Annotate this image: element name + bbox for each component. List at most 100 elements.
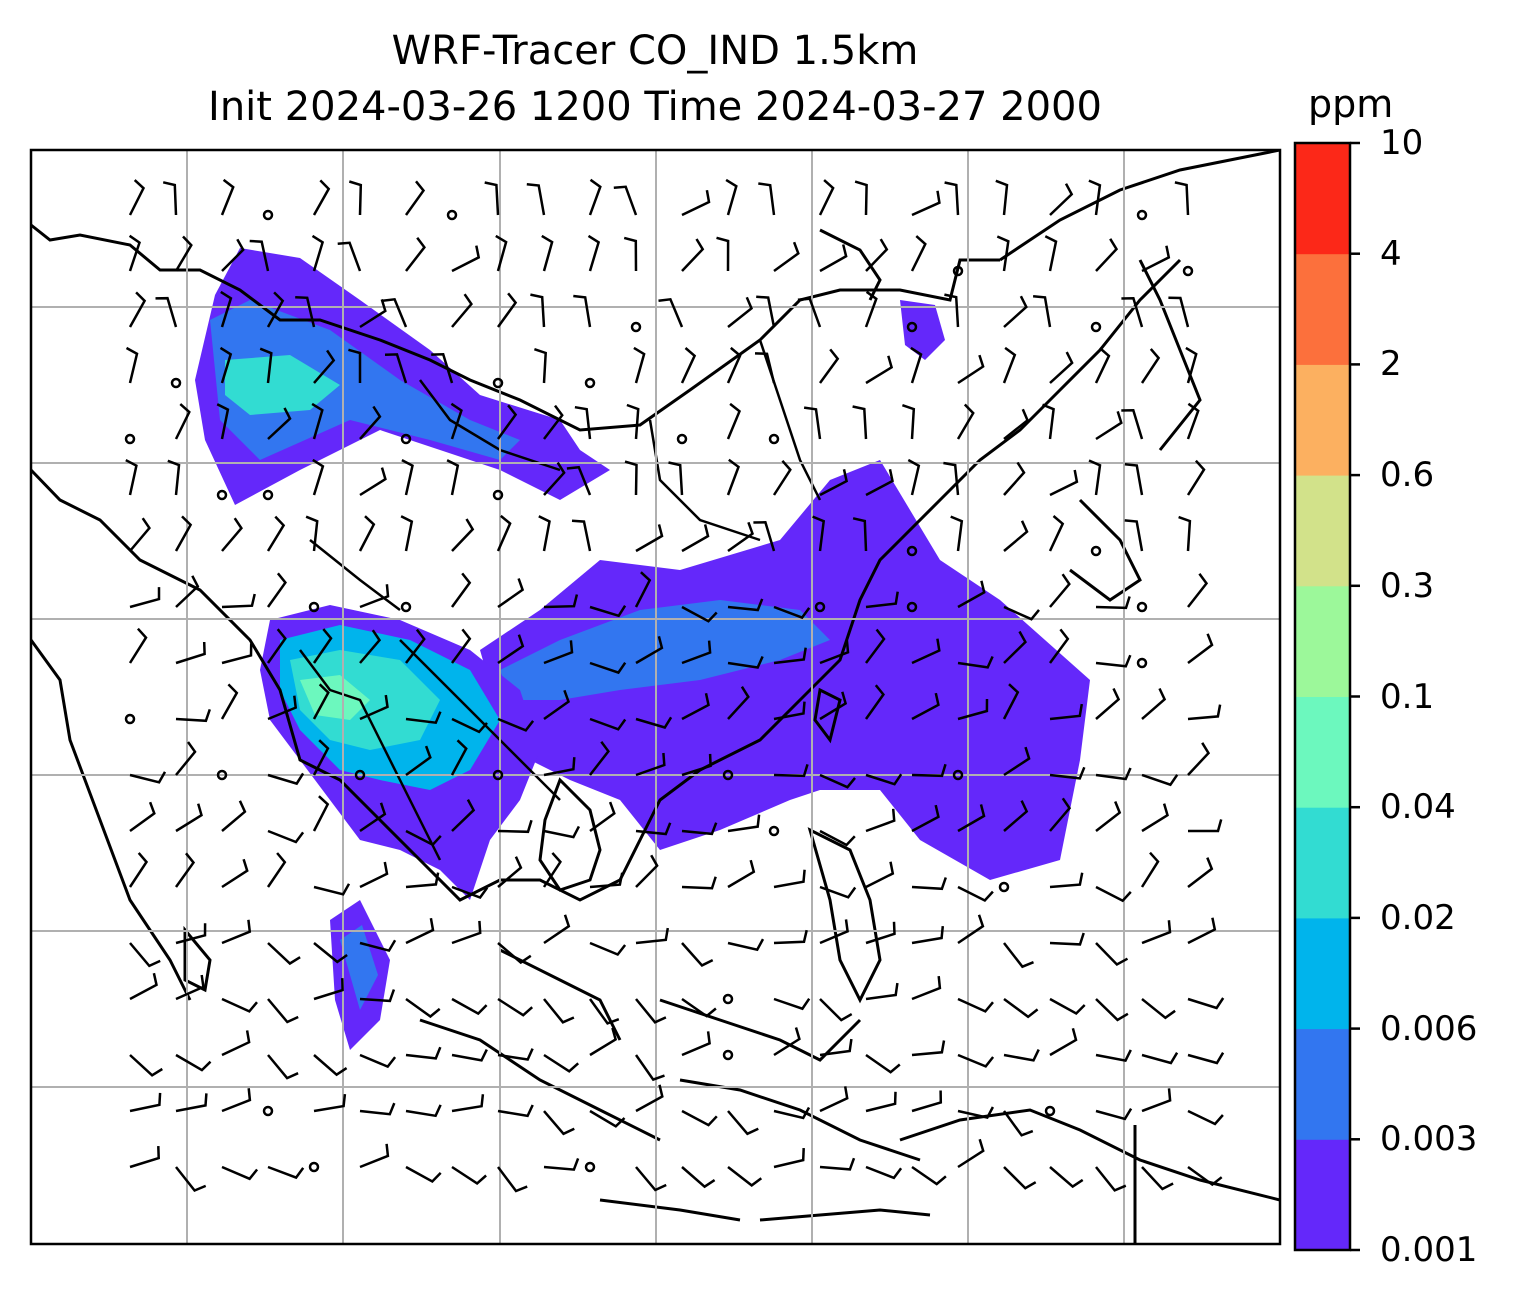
wind-barb: [819, 640, 850, 665]
wind-barb: [911, 925, 945, 945]
wind-barb: [756, 295, 776, 328]
wind-barb: [680, 347, 697, 384]
wind-barb: [1095, 238, 1119, 272]
wind-barb: [129, 972, 158, 1001]
wind-barb: [635, 716, 673, 729]
wind-barb: [626, 403, 640, 440]
wind-barb: [865, 808, 896, 833]
wind-barb: [634, 571, 652, 608]
wind-barb: [175, 575, 200, 608]
wind-barb: [1095, 411, 1123, 441]
wind-barb: [313, 883, 351, 896]
wind-barb: [852, 405, 868, 440]
wind-barb: [1003, 997, 1039, 1019]
wind-barb: [865, 628, 886, 664]
wind-barb: [129, 942, 161, 968]
wind-barb: [313, 978, 344, 1001]
wind-barb: [681, 753, 712, 777]
map-frame: [29, 148, 1282, 1246]
wind-barb: [534, 348, 548, 384]
wind-barb: [174, 515, 193, 552]
wind-barb: [1141, 687, 1167, 720]
wind-barb: [957, 580, 986, 609]
wind-barb: [1140, 348, 1161, 384]
calm-wind-marker: [906, 545, 918, 557]
wind-barb: [681, 1031, 711, 1057]
colorbar-bin-9: [1295, 143, 1350, 255]
wind-barb: [758, 182, 776, 216]
wind-barb: [773, 1106, 811, 1120]
wind-barb: [634, 1054, 665, 1082]
wind-barb: [359, 299, 387, 329]
wind-barb: [727, 655, 764, 669]
wind-barb: [1044, 235, 1058, 272]
wind-barb: [220, 683, 239, 720]
colorbar-label-0: 0.001: [1380, 1230, 1478, 1270]
wind-barbs: [124, 178, 1225, 1193]
wind-barb: [819, 469, 849, 497]
wind-barb: [359, 629, 382, 664]
colorbar-bin-7: [1295, 364, 1350, 476]
wind-barb: [911, 1040, 946, 1057]
wind-barb: [1095, 654, 1132, 668]
wind-barb: [1174, 181, 1190, 216]
wind-barb: [1095, 596, 1131, 610]
wind-barb: [359, 1102, 396, 1116]
wind-barb: [681, 997, 717, 1018]
wind-barb: [359, 405, 382, 440]
wind-barb: [911, 692, 940, 721]
wind-barb: [451, 1094, 485, 1113]
wind-barb: [1042, 403, 1055, 440]
wind-barb: [497, 578, 525, 609]
calm-wind-marker: [308, 601, 320, 613]
wind-barb: [613, 185, 638, 216]
wind-barb: [635, 635, 664, 665]
wind-barb: [129, 587, 161, 609]
wind-barb: [944, 181, 960, 216]
wind-barb: [167, 459, 181, 496]
wind-barb: [1186, 459, 1206, 496]
wind-barb: [174, 403, 191, 440]
wind-barb: [727, 1110, 759, 1136]
calm-wind-marker: [124, 433, 136, 445]
wind-barb: [1095, 1166, 1127, 1192]
calm-wind-marker: [906, 321, 918, 333]
wind-barb: [451, 1165, 487, 1185]
wind-barb: [1095, 885, 1132, 903]
wind-barb: [1003, 520, 1029, 552]
calm-wind-marker: [216, 489, 228, 501]
wind-barb: [773, 1027, 801, 1057]
wind-barb: [1187, 742, 1211, 776]
wind-barb: [950, 515, 964, 552]
wind-barb: [221, 1030, 251, 1057]
wind-barb: [1141, 1166, 1174, 1191]
wind-barb: [496, 292, 518, 328]
wind-barb: [589, 941, 627, 957]
wind-barb: [530, 293, 546, 328]
wind-barb: [1049, 351, 1074, 384]
colorbar-unit: ppm: [1308, 82, 1394, 126]
calm-wind-marker: [400, 433, 412, 445]
calm-wind-marker: [492, 489, 504, 501]
calm-wind-marker: [308, 1161, 320, 1173]
wind-barb: [907, 458, 921, 496]
wind-barb: [773, 1148, 805, 1169]
wind-barb: [431, 353, 454, 384]
wind-barb: [220, 178, 235, 216]
wind-barb: [155, 296, 178, 328]
wind-barb: [773, 929, 808, 945]
wind-barb: [1187, 917, 1217, 945]
wind-barb: [819, 244, 848, 273]
wind-barb: [1002, 683, 1020, 720]
wind-barb: [496, 404, 518, 440]
wind-barb: [542, 852, 562, 888]
wind-barb: [635, 998, 667, 1024]
wind-barb: [1003, 461, 1026, 496]
calm-wind-marker: [262, 489, 274, 501]
wind-barb: [1141, 998, 1176, 1020]
wind-barb: [865, 591, 899, 609]
wind-barb: [295, 296, 316, 328]
wind-barb: [312, 683, 330, 720]
colorbar-label-10: 10: [1380, 123, 1424, 163]
wind-barb: [635, 1084, 664, 1113]
